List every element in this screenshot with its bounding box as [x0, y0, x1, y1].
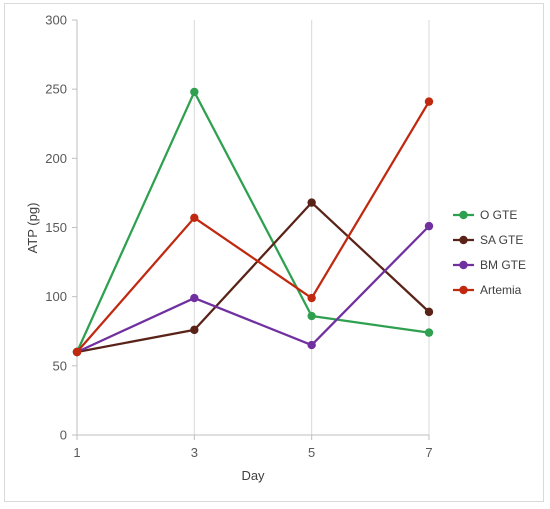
y-tick-labels: 0 50 100 150 200 250 300: [45, 13, 67, 443]
legend-swatch-marker: [459, 260, 468, 270]
legend-label: O GTE: [480, 208, 517, 222]
data-point-artemia: [424, 97, 434, 106]
series-line-bm-gte: [76, 225, 430, 354]
data-point-o-gte: [424, 328, 434, 337]
y-tick-label: 150: [45, 220, 67, 235]
x-tick-label: 5: [308, 445, 315, 460]
legend-swatch-marker: [459, 235, 468, 245]
legend-item-o-gte: O GTE: [453, 208, 517, 222]
series-o-gte: [72, 87, 434, 357]
series-line-sa-gte: [76, 201, 430, 354]
x-tick-label: 3: [191, 445, 198, 460]
legend-item-artemia: Artemia: [453, 283, 522, 297]
series-group: [72, 87, 434, 357]
data-point-bm-gte: [424, 221, 434, 231]
series-line-artemia: [76, 101, 430, 353]
legend-item-bm-gte: BM GTE: [453, 258, 526, 272]
legend-label: Artemia: [480, 283, 522, 297]
data-point-artemia: [307, 293, 316, 303]
y-tick-label: 0: [60, 428, 67, 443]
x-tick-label: 1: [73, 445, 80, 460]
legend-item-sa-gte: SA GTE: [453, 233, 523, 247]
y-tick-label: 50: [53, 358, 67, 373]
axes: [72, 19, 430, 440]
x-tick-label: 7: [425, 445, 432, 460]
y-tick-label: 100: [45, 289, 67, 304]
gridlines: [193, 20, 430, 435]
series-line-o-gte: [75, 90, 430, 353]
data-point-o-gte: [190, 87, 199, 97]
chart-frame: [4, 3, 544, 502]
y-tick-label: 250: [45, 82, 67, 97]
data-point-bm-gte: [307, 340, 316, 350]
data-point-sa-gte: [190, 325, 199, 335]
data-point-artemia: [190, 213, 199, 223]
legend: O GTE SA GTE BM GTE Artemia: [453, 208, 526, 297]
y-axis-title: ATP (pg): [25, 203, 40, 254]
data-point-artemia: [72, 347, 82, 357]
data-point-o-gte: [307, 311, 316, 321]
x-tick-labels: 1 3 5 7: [73, 445, 432, 460]
legend-swatch-marker: [459, 210, 468, 220]
y-tick-label: 300: [45, 13, 67, 28]
data-point-sa-gte: [307, 198, 316, 207]
legend-swatch-marker: [459, 285, 468, 295]
legend-label: BM GTE: [480, 258, 526, 272]
y-tick-label: 200: [45, 151, 67, 166]
series-artemia: [72, 97, 434, 357]
x-axis-title: Day: [241, 468, 265, 483]
data-point-bm-gte: [190, 293, 199, 303]
data-point-sa-gte: [424, 307, 434, 317]
legend-label: SA GTE: [480, 233, 523, 247]
